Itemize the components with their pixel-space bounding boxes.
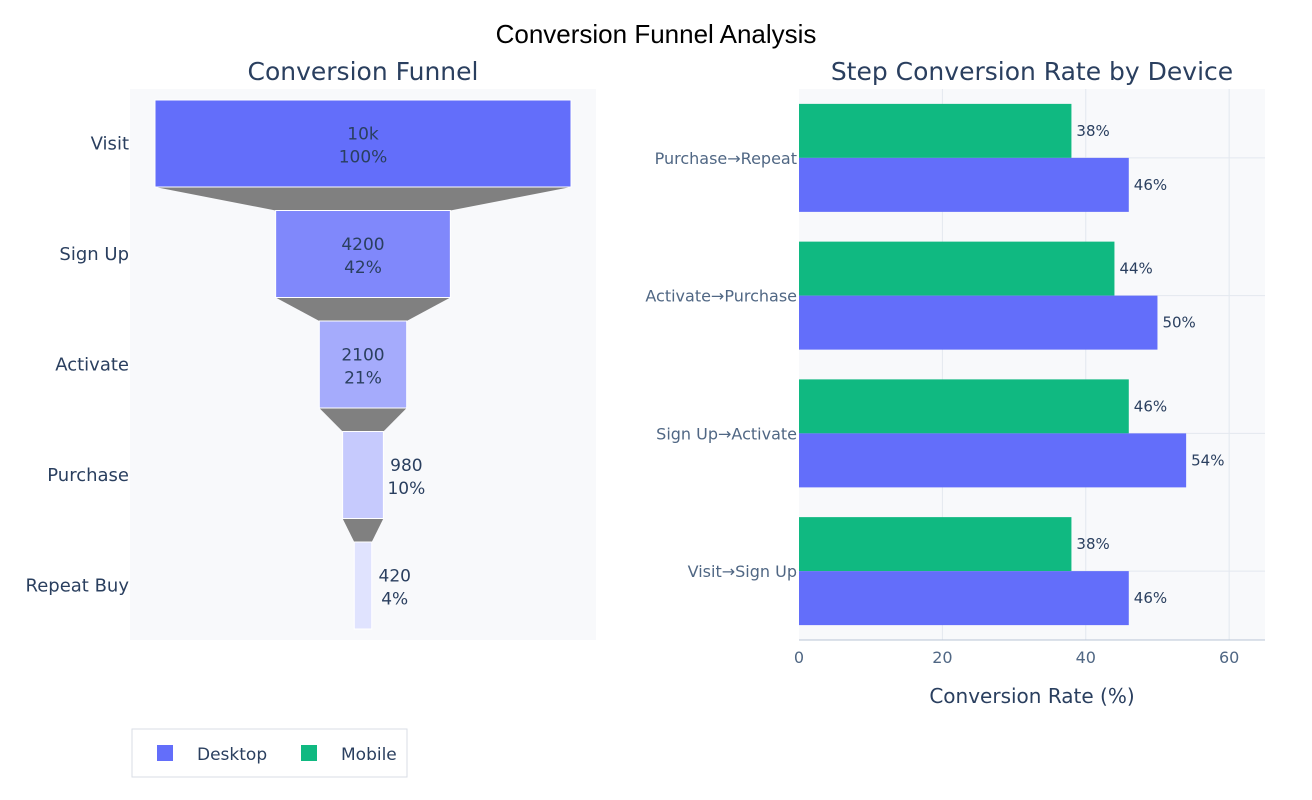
funnel-bar-visit[interactable] [154, 99, 572, 188]
funnel-value-repeat-buy: 420 [379, 567, 411, 587]
bar-label-desktop-purchase-to-repeat: 46% [1134, 176, 1167, 194]
funnel-stage-labels: Visit Sign Up Activate Purchase Repeat Buy [26, 134, 130, 597]
funnel-percent-sign-up: 42% [344, 258, 382, 278]
funnel-percent-activate: 21% [344, 369, 382, 389]
bar-mobile-purchase-to-repeat[interactable] [799, 103, 1072, 158]
bar-marks [799, 103, 1187, 626]
bar-desktop-sign-up-to-activate[interactable] [799, 433, 1187, 488]
legend-swatch-desktop [157, 745, 173, 761]
bar-desktop-activate-to-purchase[interactable] [799, 295, 1158, 350]
funnel-value-labels: 10k 100% 4200 42% 2100 21% 980 10% 420 4% [339, 125, 426, 610]
funnel-connector-activate-to-purchase [319, 408, 407, 432]
funnel-connectors [155, 187, 571, 542]
x-tick-label-20: 20 [932, 648, 952, 667]
funnel-connector-visit-to-sign-up [155, 187, 571, 211]
bar-desktop-purchase-to-repeat[interactable] [799, 157, 1129, 212]
main-title: Conversion Funnel Analysis [496, 19, 817, 49]
bar-label-mobile-sign-up-to-activate: 46% [1134, 397, 1167, 415]
bar-category-label-sign-up-to-activate: Sign Up→Activate [656, 424, 797, 443]
funnel-bar-purchase[interactable] [342, 431, 384, 519]
bar-label-mobile-visit-to-sign-up: 38% [1076, 535, 1109, 553]
funnel-value-purchase: 980 [390, 456, 422, 476]
legend-item-desktop[interactable]: Desktop [157, 745, 267, 765]
x-tick-label-60: 60 [1219, 648, 1239, 667]
funnel-bar-repeat-buy[interactable] [353, 541, 373, 630]
legend-label-desktop: Desktop [197, 745, 267, 765]
bar-category-label-purchase-to-repeat: Purchase→Repeat [655, 149, 797, 168]
funnel-bars [154, 99, 572, 630]
funnel-percent-purchase: 10% [387, 479, 425, 499]
bar-mobile-visit-to-sign-up[interactable] [799, 517, 1072, 572]
funnel-stage-label-activate: Activate [55, 355, 129, 376]
funnel-stage-label-sign-up: Sign Up [59, 244, 129, 265]
funnel-bar-sign-up[interactable] [275, 210, 451, 298]
bar-chart-title: Step Conversion Rate by Device [831, 57, 1233, 86]
device-bar-panel: Step Conversion Rate by Device 38% 46% 46%… [645, 57, 1265, 708]
x-axis-title: Conversion Rate (%) [929, 684, 1134, 708]
bar-category-label-activate-to-purchase: Activate→Purchase [645, 287, 797, 306]
bar-label-desktop-visit-to-sign-up: 46% [1134, 589, 1167, 607]
x-tick-labels: 0 20 40 60 [794, 648, 1239, 667]
bar-label-desktop-sign-up-to-activate: 54% [1191, 451, 1224, 469]
bar-label-desktop-activate-to-purchase: 50% [1162, 314, 1195, 332]
x-tick-label-40: 40 [1076, 648, 1096, 667]
funnel-title: Conversion Funnel [248, 57, 479, 86]
funnel-bar-activate[interactable] [318, 320, 408, 409]
bar-mobile-activate-to-purchase[interactable] [799, 241, 1115, 296]
funnel-stage-label-purchase: Purchase [47, 465, 129, 486]
funnel-connector-sign-up-to-activate [275, 297, 451, 321]
bar-category-labels: Visit→Sign Up Sign Up→Activate Activate→Pu… [645, 149, 797, 581]
funnel-value-visit: 10k [347, 125, 379, 145]
funnel-connector-purchase-to-repeat-buy [342, 518, 384, 542]
legend-item-mobile[interactable]: Mobile [301, 745, 397, 765]
funnel-value-sign-up: 4200 [341, 235, 384, 255]
legend: Desktop Mobile [131, 728, 408, 778]
x-tick-label-0: 0 [794, 648, 804, 667]
funnel-panel: Conversion Funnel Visit Sign Up Activate Pu… [26, 57, 596, 640]
funnel-percent-repeat-buy: 4% [381, 590, 408, 610]
funnel-stage-label-visit: Visit [91, 134, 129, 155]
bar-label-mobile-purchase-to-repeat: 38% [1076, 122, 1109, 140]
funnel-value-activate: 2100 [341, 346, 384, 366]
bar-label-mobile-activate-to-purchase: 44% [1119, 260, 1152, 278]
bar-category-label-visit-to-sign-up: Visit→Sign Up [688, 562, 797, 581]
legend-label-mobile: Mobile [341, 745, 397, 765]
bar-value-labels: 38% 46% 46% 54% 44% 50% 38% 46% [1076, 122, 1224, 607]
bar-desktop-visit-to-sign-up[interactable] [799, 571, 1129, 626]
legend-box [131, 728, 408, 778]
funnel-percent-visit: 100% [339, 148, 388, 168]
funnel-stage-label-repeat-buy: Repeat Buy [26, 576, 130, 597]
legend-swatch-mobile [301, 745, 317, 761]
bar-mobile-sign-up-to-activate[interactable] [799, 379, 1129, 434]
